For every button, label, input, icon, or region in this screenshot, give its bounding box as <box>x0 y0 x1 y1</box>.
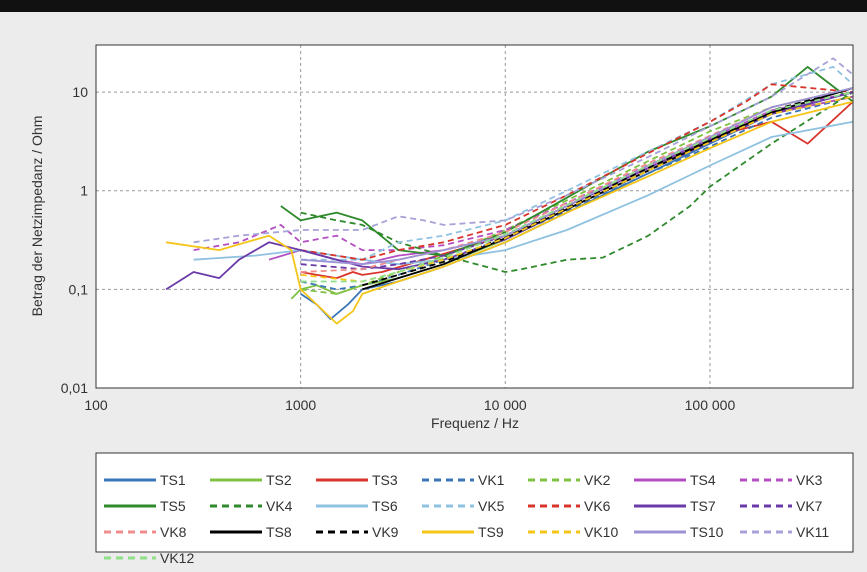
legend-label: VK11 <box>796 524 829 540</box>
series-line-vk5 <box>300 66 854 261</box>
x-tick-label: 10 000 <box>484 397 527 413</box>
legend-label: TS9 <box>478 524 504 540</box>
legend-label: VK4 <box>266 498 293 514</box>
legend-label: TS7 <box>690 498 716 514</box>
x-tick-label: 100 000 <box>685 397 736 413</box>
series-line-vk4 <box>300 91 854 273</box>
legend-label: TS2 <box>266 472 292 488</box>
y-tick-label: 0,1 <box>69 281 89 297</box>
x-tick-label: 1000 <box>285 397 316 413</box>
y-tick-label: 10 <box>72 84 88 100</box>
series-line-vk6 <box>300 83 854 261</box>
y-tick-label: 0,01 <box>61 380 88 396</box>
series-lines <box>165 57 854 325</box>
legend-label: TS4 <box>690 472 716 488</box>
legend-label: VK2 <box>584 472 611 488</box>
legend-label: VK12 <box>160 550 194 566</box>
legend-label: TS10 <box>690 524 724 540</box>
plot-frame <box>95 44 854 389</box>
series-line-vk12 <box>300 91 854 283</box>
legend-label: VK8 <box>160 524 187 540</box>
series-line-ts5 <box>280 66 854 257</box>
y-tick-label: 1 <box>80 183 88 199</box>
plot-area <box>96 45 853 388</box>
y-axis-label: Betrag der Netzimpedanz / Ohm <box>29 116 45 317</box>
series-line-ts8 <box>362 87 854 291</box>
legend-label: VK6 <box>584 498 611 514</box>
grid <box>96 45 853 388</box>
series-line-vk3 <box>193 91 854 251</box>
legend-label: TS8 <box>266 524 292 540</box>
legend-label: VK10 <box>584 524 618 540</box>
legend: TS1 TS2 TS3 VK1 VK2 TS4 VK3 TS5 VK4 TS6 VK5 VK6 TS7 V… <box>104 472 829 566</box>
legend-label: TS3 <box>372 472 398 488</box>
x-tick-label: 100 <box>84 397 108 413</box>
legend-label: VK7 <box>796 498 823 514</box>
legend-label: VK3 <box>796 472 823 488</box>
legend-label: VK1 <box>478 472 505 488</box>
series-line-ts9 <box>165 100 854 325</box>
legend-label: TS5 <box>160 498 186 514</box>
legend-label: TS6 <box>372 498 398 514</box>
series-line-vk2 <box>300 87 854 295</box>
impedance-chart: 100 1000 10 000 100 000 0,01 0,1 1 10 Frequenz … <box>0 12 867 572</box>
series-line-vk11 <box>193 57 854 244</box>
legend-label: VK9 <box>372 524 399 540</box>
legend-label: VK5 <box>478 498 505 514</box>
legend-box <box>95 452 854 553</box>
series-line-vk8 <box>300 87 854 273</box>
top-bar <box>0 0 867 12</box>
legend-label: TS1 <box>160 472 186 488</box>
series-line-ts10 <box>300 87 854 266</box>
tick-labels: 100 1000 10 000 100 000 0,01 0,1 1 10 <box>61 84 736 413</box>
x-axis-label: Frequenz / Hz <box>431 415 519 431</box>
